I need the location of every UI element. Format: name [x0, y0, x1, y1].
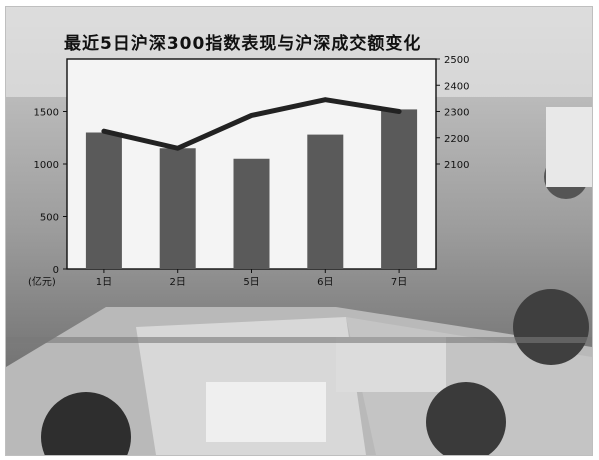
right-axis-tick-label: 2300 — [444, 108, 469, 119]
right-axis-tick-label: 2400 — [444, 81, 469, 92]
bar — [381, 109, 418, 270]
left-axis-unit-label: (亿元) — [28, 275, 56, 288]
newspaper-figure: 最近5日沪深300指数表现与沪深成交额变化 0 500 1000 1500 2100 22… — [5, 6, 593, 456]
bar — [307, 134, 344, 269]
left-axis-tick-label: 0 — [53, 265, 59, 276]
x-axis-tick-label: 2日 — [170, 277, 186, 288]
bar — [159, 148, 196, 269]
x-axis-tick-label: 7日 — [391, 277, 407, 288]
right-axis-tick-label: 2200 — [444, 134, 469, 145]
left-axis-tick-label: 1500 — [34, 108, 59, 119]
x-axis-tick-label: 1日 — [96, 277, 112, 288]
chart-svg: 0 500 1000 1500 2100 2200 2300 2400 2500 1日 2日 5日 6日… — [28, 55, 469, 288]
chart-title: 最近5日沪深300指数表现与沪深成交额变化 — [64, 34, 422, 54]
left-axis-tick-label: 1000 — [34, 160, 59, 171]
x-axis-tick-label: 5日 — [243, 277, 259, 288]
right-axis-tick-label: 2500 — [444, 55, 469, 66]
x-axis-tick-label: 6日 — [317, 277, 333, 288]
bar — [233, 158, 270, 269]
bar — [85, 132, 122, 269]
left-axis-tick-label: 500 — [40, 213, 59, 224]
right-axis-tick-label: 2100 — [444, 160, 469, 171]
